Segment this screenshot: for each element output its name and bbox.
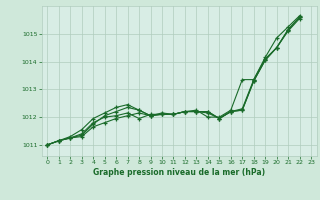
- X-axis label: Graphe pression niveau de la mer (hPa): Graphe pression niveau de la mer (hPa): [93, 168, 265, 177]
